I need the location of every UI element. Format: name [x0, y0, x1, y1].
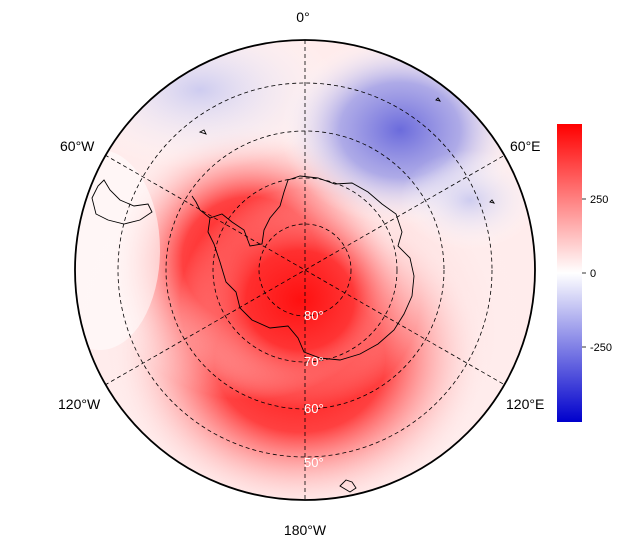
- map-boundary: [74, 39, 536, 501]
- colorbar-label-neg250: -250: [590, 342, 612, 354]
- lon-label-120e: 120°E: [506, 396, 544, 412]
- colorbar-label-0: 0: [590, 268, 596, 280]
- lon-label-60w: 60°W: [60, 138, 95, 154]
- lat-circle-50: [117, 82, 493, 458]
- lon-label-120w: 120°W: [58, 396, 101, 412]
- anomaly-field: [75, 40, 535, 500]
- antarctica-coastline: [207, 175, 415, 361]
- south-america-tip: [91, 179, 153, 225]
- graticule: [104, 40, 506, 500]
- new-zealand-island: [339, 479, 357, 493]
- lat-label-50: 50°: [304, 455, 324, 470]
- colorbar-gradient: [557, 124, 582, 422]
- antarctic-peninsula: [191, 195, 211, 219]
- small-island-c: [489, 199, 496, 204]
- lat-label-60: 60°: [304, 401, 324, 416]
- lat-label-70: 70°: [304, 354, 324, 369]
- small-island-b: [435, 97, 442, 102]
- coastlines: [91, 97, 496, 493]
- colorbar-label-250: 250: [590, 194, 608, 206]
- small-island-a: [198, 129, 207, 135]
- lat-label-80: 80°: [304, 308, 324, 323]
- lon-label-180w: 180°W: [284, 522, 327, 538]
- lon-label-0: 0°: [296, 9, 309, 25]
- lat-circle-70: [212, 177, 398, 363]
- lon-label-60e: 60°E: [510, 138, 541, 154]
- colorbar: 250 0 -250: [557, 124, 612, 422]
